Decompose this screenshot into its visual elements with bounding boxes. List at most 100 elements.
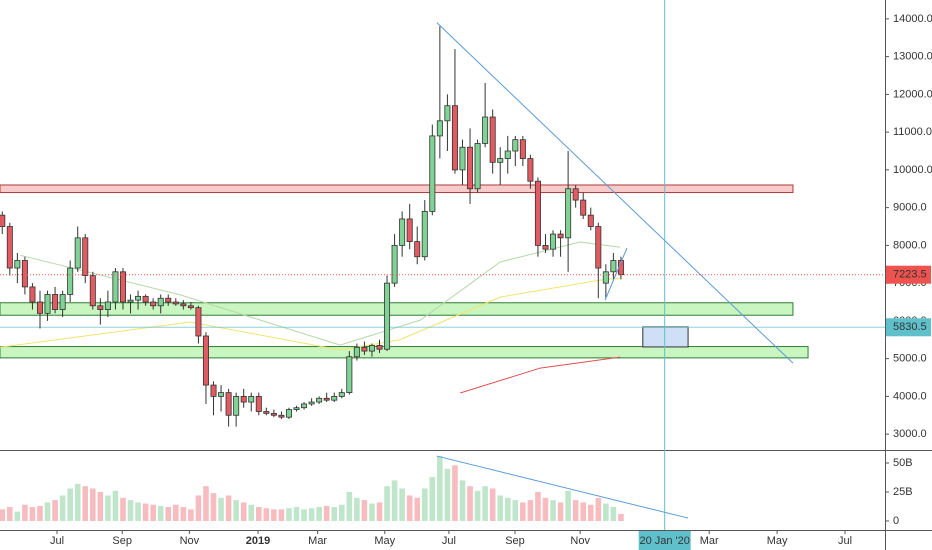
volume-bar [354,497,360,521]
volume-bar [127,500,134,521]
volume-bar [142,503,149,521]
volume-bar [618,514,624,521]
volume-tick-label: 0 [893,515,899,527]
candle-body [459,146,466,171]
volume-bar [150,504,156,521]
overlay-line [436,22,794,364]
volume-bar [225,495,232,521]
zone [0,184,794,194]
candle-body [119,271,126,303]
volume-bar [271,509,277,521]
candle-body [384,282,391,350]
volume-bar [512,500,519,521]
candle-body [240,395,247,403]
candle-body [542,244,549,250]
volume-bar [29,507,36,521]
candle-body [361,346,368,352]
overlay-line [19,241,621,346]
candle-body [112,271,119,303]
candle-body [195,307,202,337]
candle-body [512,139,519,152]
candle-body [202,335,209,386]
candle-body [285,409,292,418]
candle-body [270,412,277,416]
volume-bar [52,500,58,521]
x-tick-label: Jul [50,535,64,547]
volume-bar [203,486,209,521]
y-tick-label: 14000.0 [893,13,932,25]
volume-bar [120,497,126,521]
x-tick-label: Jul [838,535,852,547]
volume-bar [248,504,255,521]
volume-bar [429,476,436,521]
x-tick-label: Jul [442,535,456,547]
candle-body [489,116,496,163]
volume-bar [286,508,292,521]
y-tick-label: 4000.0 [893,390,927,402]
volume-bar [557,502,564,521]
candle-body [338,392,345,397]
candle-body [0,214,6,227]
y-tick-label: 3000.0 [893,428,927,440]
volume-bar [595,497,602,521]
candle-body [67,267,74,295]
candle-body [142,295,149,303]
candle-body [527,158,534,182]
volume-bar [240,502,247,521]
candle-body [595,226,602,269]
candle-body [21,260,28,288]
x-tick-label: 2019 [246,535,270,547]
volume-bar [572,500,579,521]
volume-bar [414,497,421,521]
candle-body [467,146,474,190]
volume-bar [82,486,89,521]
candle-body [436,120,443,137]
crosshair-price-label: 5830.5 [893,321,927,333]
volume-bar [610,507,617,521]
volume-bar [218,497,224,521]
volume-bar [331,507,338,521]
volume-bar [74,483,81,521]
candle-body [572,188,579,201]
y-tick-label: 5000.0 [893,353,927,365]
zone [0,346,809,359]
candle-body [187,305,194,309]
candle-body [316,397,323,403]
volume-bar [542,497,549,521]
candle-body [308,401,315,405]
zone [0,302,794,316]
candle-body [550,233,557,250]
volume-bar [361,500,368,521]
volume-bar [7,507,13,521]
candle-body [301,403,308,409]
x-tick-label: May [374,535,395,547]
candle-body [248,395,255,403]
volume-bar [188,509,194,521]
volume-bar [308,508,315,521]
candle-body [353,346,360,358]
candle-body [82,237,89,276]
volume-bar [459,480,466,521]
x-tick-label: Sep [505,535,525,547]
overlay-line [460,356,621,394]
volume-bar [444,468,451,521]
candle-body [135,295,142,301]
volume-bar [452,465,458,521]
candle-body [482,116,489,144]
volume-bar [346,491,353,521]
candle-body [331,395,338,401]
candle-body [218,392,225,397]
candle-body [557,233,564,239]
volume-tick-label: 50B [893,457,913,469]
candle-body [36,301,43,314]
volume-bar [263,508,270,521]
candle-body [157,297,164,307]
y-tick-label: 10000.0 [893,164,932,176]
x-tick-label: Nov [180,535,200,547]
volume-bar [233,500,239,521]
overlay-line [0,277,621,351]
volume-bar [316,507,322,521]
volume-bar [376,502,383,521]
x-tick-label: Nov [570,535,590,547]
